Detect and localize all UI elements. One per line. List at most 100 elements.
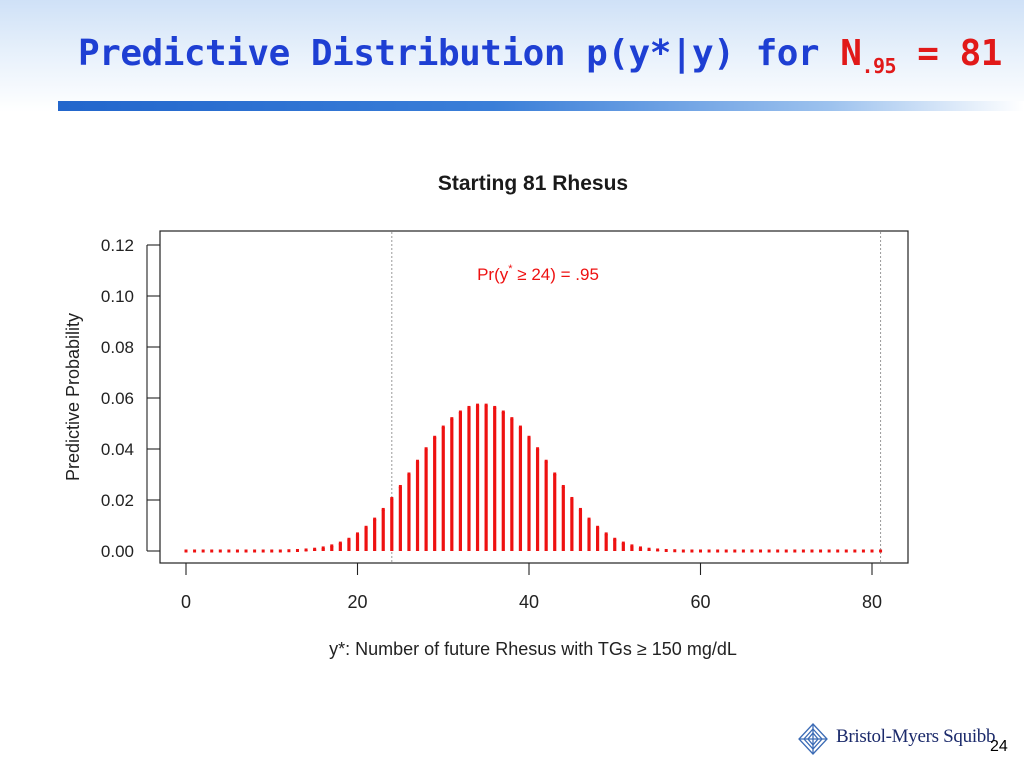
bar [484, 403, 488, 551]
bar-point [570, 496, 574, 500]
bar [313, 547, 317, 551]
bar-point [398, 484, 402, 488]
bar [321, 546, 325, 551]
bar-point [278, 549, 282, 553]
bar [235, 549, 239, 553]
bar-point [827, 549, 831, 553]
bar [561, 484, 565, 551]
bar-point [784, 549, 788, 553]
bar-point [287, 549, 291, 553]
bar [415, 459, 420, 551]
bar-point [536, 447, 540, 451]
bar [218, 549, 222, 553]
bar [613, 537, 617, 551]
bar [184, 549, 188, 553]
bar [861, 549, 865, 553]
bar [493, 405, 497, 551]
bar-point [347, 537, 351, 541]
bar-point [699, 549, 702, 553]
bar-point [759, 549, 763, 553]
bar [750, 549, 754, 553]
bar-point [544, 459, 548, 463]
bar [210, 549, 214, 553]
bar-point [295, 548, 299, 552]
bar [836, 549, 840, 553]
bar-point [673, 549, 677, 553]
bar-point [801, 549, 805, 553]
bar [827, 549, 831, 553]
logo-mark-icon [798, 723, 828, 755]
bar [707, 549, 711, 553]
bar-point [201, 549, 205, 553]
bar [441, 425, 445, 551]
bar [570, 496, 574, 551]
bar [741, 549, 745, 553]
bars [184, 403, 883, 553]
bar-point [356, 532, 359, 536]
bar [844, 549, 848, 553]
bar [535, 447, 540, 551]
bar [759, 549, 763, 553]
bar [278, 549, 282, 553]
bar-point [390, 496, 394, 500]
bar-point [810, 549, 814, 553]
bar [578, 507, 583, 551]
bar [664, 548, 668, 552]
bar [373, 517, 377, 551]
bar-point [613, 537, 617, 541]
bar-point [424, 447, 428, 451]
title-subscript: .95 [861, 54, 897, 78]
bar-point [253, 549, 257, 553]
x-tick-label: 40 [519, 592, 539, 612]
bar-point [227, 549, 231, 553]
bar [716, 549, 720, 553]
y-tick-label: 0.10 [101, 287, 134, 306]
bar-point [690, 549, 694, 553]
bar-point [630, 544, 634, 548]
bar [501, 410, 505, 551]
bar-point [604, 532, 608, 536]
bar-point [210, 549, 214, 553]
title-equals: = 81 [896, 33, 1002, 74]
bar-point [664, 548, 668, 552]
bar [819, 549, 823, 553]
annotation-superscript: * [508, 263, 513, 275]
bar-point [870, 549, 874, 553]
x-tick-label: 0 [181, 592, 191, 612]
bar [295, 548, 299, 552]
bar-point [261, 549, 265, 553]
bar [656, 548, 660, 552]
bar-point [518, 425, 522, 429]
bar [227, 549, 231, 553]
bar [604, 532, 608, 551]
bar [647, 547, 651, 551]
bar-point [724, 549, 728, 553]
y-axis-label: Predictive Probability [63, 313, 83, 481]
x-axis-label: y*: Number of future Rhesus with TGs ≥ 1… [329, 639, 737, 659]
title-main: Predictive Distribution p(y*|y) for [78, 33, 841, 74]
bar-point [373, 517, 377, 521]
bar-point [304, 548, 308, 552]
bar-point [476, 403, 480, 407]
bar [544, 459, 548, 551]
y-tick-label: 0.04 [101, 440, 134, 459]
x-tick-label: 60 [690, 592, 710, 612]
bar-point [596, 525, 600, 529]
x-tick-label: 20 [347, 592, 367, 612]
bar-point [321, 546, 325, 550]
bar-point [270, 549, 274, 553]
bar [699, 549, 702, 553]
header-band [0, 0, 1024, 112]
bar [467, 405, 471, 551]
logo-text: Bristol-Myers Squibb [836, 726, 996, 747]
bar [724, 549, 728, 553]
bar [381, 507, 385, 551]
bar-point [501, 410, 505, 414]
chart-title: Starting 81 Rhesus [438, 172, 628, 195]
bar [330, 544, 334, 551]
bar-point [313, 547, 317, 551]
bar [347, 537, 351, 551]
bar-point [776, 549, 780, 553]
x-tick-label: 80 [862, 592, 882, 612]
reference-lines [391, 232, 882, 562]
